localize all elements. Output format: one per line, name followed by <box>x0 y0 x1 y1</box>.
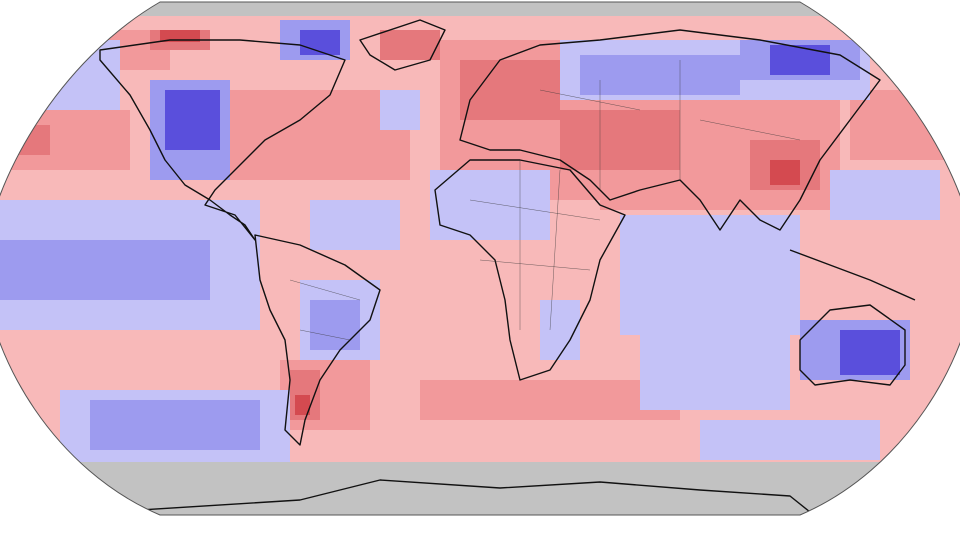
coldest-regions <box>165 30 900 375</box>
no-data-north <box>0 2 960 16</box>
no-data-south <box>0 462 960 515</box>
map-outline <box>0 1 960 516</box>
borders <box>289 60 801 341</box>
map-area <box>0 2 960 515</box>
hottest-regions <box>160 30 800 415</box>
coastlines <box>99 19 916 513</box>
